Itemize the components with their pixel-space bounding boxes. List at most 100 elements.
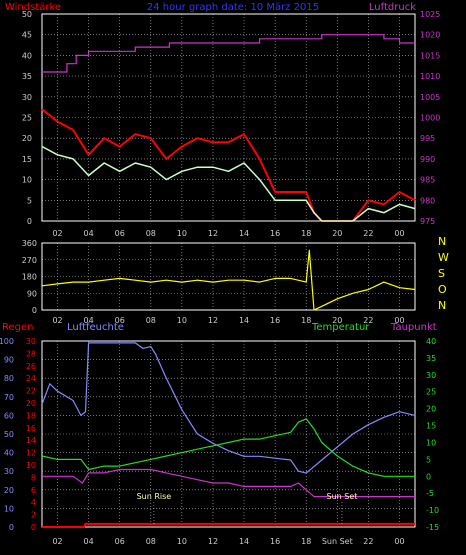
dir-x-tick: 14 (239, 316, 249, 325)
wind-axis-label: Windstärke (5, 2, 61, 13)
pressure-y-tick: 995 (420, 134, 435, 143)
wind-x-tick: 02 (52, 229, 62, 238)
temp-y-tick: 0 (426, 472, 431, 481)
climate-x-tick: 02 (52, 537, 62, 546)
temp-y-tick: 25 (426, 388, 436, 397)
rain-y-tick: 16 (26, 424, 36, 433)
rain-y-tick: 12 (26, 449, 36, 458)
humidity-axis-label: Luftfeuchte (67, 322, 124, 333)
humidity-y-tick: 90 (4, 356, 14, 365)
temp-y-tick: 20 (426, 405, 436, 414)
climate-x-tick: 12 (208, 537, 218, 546)
humidity-y-tick: 40 (4, 449, 14, 458)
dir-x-tick: 16 (270, 316, 280, 325)
dir-x-tick: 04 (84, 316, 94, 325)
climate-x-tick: 06 (115, 537, 125, 546)
temperature-axis-label: Temperatur (311, 322, 370, 333)
dir-x-tick: 18 (301, 316, 311, 325)
wind-avg-line (41, 145, 416, 222)
rain-y-tick: 4 (31, 498, 36, 507)
rain-y-tick: 18 (26, 411, 36, 420)
wind-x-tick: 06 (115, 229, 125, 238)
chart-title: 24 hour graph date: 10 März 2015 (147, 2, 319, 13)
pressure-line (42, 34, 415, 73)
dir-x-tick: 02 (52, 316, 62, 325)
climate-x-tick: 08 (146, 537, 156, 546)
dir-x-tick: 00 (394, 316, 404, 325)
temp-y-tick: 5 (426, 455, 431, 464)
temp-y-tick: 35 (426, 354, 436, 363)
dir-y-tick: 0 (32, 306, 37, 315)
humidity-y-tick: 70 (4, 393, 14, 402)
compass-label-0: N (438, 235, 446, 248)
rain-y-tick: 8 (31, 473, 36, 482)
compass-label-4: N (438, 299, 446, 312)
humidity-y-tick: 20 (4, 486, 14, 495)
rain-y-tick: 26 (26, 362, 36, 371)
humidity-y-tick: 30 (4, 467, 14, 476)
dir-panel-frame (41, 242, 416, 311)
compass-label-2: S (438, 267, 445, 280)
wind-x-tick: 08 (146, 229, 156, 238)
climate-x-tick: 04 (84, 537, 94, 546)
temp-y-tick: 40 (426, 337, 436, 346)
pressure-y-tick: 1025 (420, 10, 440, 19)
wind-y-tick: 10 (22, 176, 32, 185)
compass-label-1: W (438, 251, 449, 264)
dir-x-tick: 12 (208, 316, 218, 325)
compass-label-3: O (438, 283, 447, 296)
wind-y-tick: 15 (22, 155, 32, 164)
climate-x-tick: 14 (239, 537, 249, 546)
rain-y-tick: 14 (26, 436, 36, 445)
temp-y-tick: -5 (426, 489, 434, 498)
pressure-y-tick: 1000 (420, 114, 440, 123)
wind-x-tick: 04 (84, 229, 94, 238)
wind-y-tick: 40 (22, 51, 32, 60)
pressure-y-tick: 990 (420, 155, 435, 164)
pressure-y-tick: 1015 (420, 51, 440, 60)
rain-y-tick: 10 (26, 461, 36, 470)
dir-y-tick: 90 (27, 289, 37, 298)
rain-y-tick: 28 (26, 349, 36, 358)
wind-y-tick: 25 (22, 114, 32, 123)
humidity-line (41, 342, 416, 474)
humidity-y-tick: 60 (4, 411, 14, 420)
wind-x-tick: 00 (394, 229, 404, 238)
wind-panel-frame (41, 13, 416, 222)
pressure-axis-label: Luftdruck (369, 2, 416, 13)
wind-x-tick: 16 (270, 229, 280, 238)
temp-y-tick: -10 (426, 506, 439, 515)
sun-set-label: Sun Set (327, 492, 358, 501)
wind-y-tick: 0 (27, 217, 32, 226)
wind-x-tick: 22 (363, 229, 373, 238)
rain-y-tick: 30 (26, 337, 36, 346)
wind-gust-line (41, 108, 416, 222)
humidity-y-tick: 50 (4, 430, 14, 439)
temp-y-tick: 10 (426, 438, 436, 447)
wind-x-tick: 12 (208, 229, 218, 238)
pressure-y-tick: 975 (420, 217, 435, 226)
sun-rise-label: Sun Rise (137, 492, 172, 501)
climate-x-tick: 18 (301, 537, 311, 546)
wind-x-tick: 10 (177, 229, 187, 238)
dir-y-tick: 270 (22, 256, 37, 265)
wind-y-tick: 20 (22, 134, 32, 143)
dir-x-tick: 22 (363, 316, 373, 325)
rain-y-tick: 20 (26, 399, 36, 408)
humidity-y-tick: 0 (9, 523, 14, 532)
dir-x-tick: 08 (146, 316, 156, 325)
wind-x-tick: 14 (239, 229, 249, 238)
temp-y-tick: 15 (426, 422, 436, 431)
dir-y-tick: 360 (22, 239, 37, 248)
climate-x-tick: 16 (270, 537, 280, 546)
wind-x-tick: 18 (301, 229, 311, 238)
dir-y-tick: 180 (22, 273, 37, 282)
climate-panel-frame (41, 340, 416, 528)
rain-axis-label: Regen (2, 322, 34, 333)
pressure-y-tick: 980 (420, 196, 435, 205)
temp-y-tick: 30 (426, 371, 436, 380)
wind-x-tick: 20 (332, 229, 342, 238)
climate-x-tick: 00 (394, 537, 404, 546)
dewpoint-axis-label: Taupunkt (390, 322, 437, 333)
